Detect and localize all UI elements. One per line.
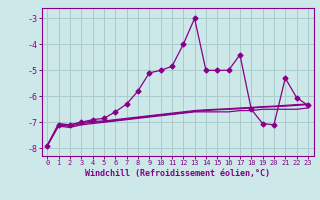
X-axis label: Windchill (Refroidissement éolien,°C): Windchill (Refroidissement éolien,°C): [85, 169, 270, 178]
